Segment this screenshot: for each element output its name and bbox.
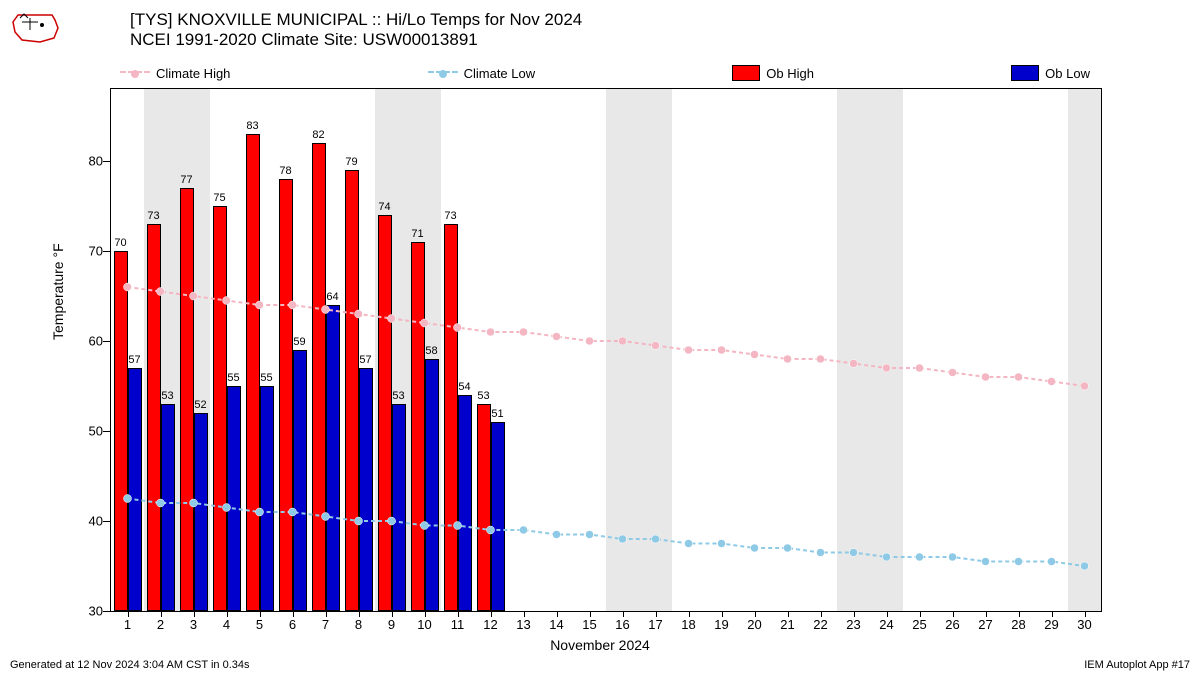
x-tick-label: 13	[516, 617, 530, 632]
y-tick-label: 50	[89, 424, 103, 439]
x-tick-label: 24	[879, 617, 893, 632]
x-tick-label: 7	[322, 617, 329, 632]
title-line2: NCEI 1991-2020 Climate Site: USW00013891	[130, 30, 582, 50]
x-tick-label: 18	[681, 617, 695, 632]
climate-lines	[111, 89, 1101, 611]
legend-item: Ob Low	[1011, 65, 1090, 81]
iem-logo	[10, 10, 60, 45]
y-tick-label: 60	[89, 334, 103, 349]
x-tick-label: 17	[648, 617, 662, 632]
x-tick-label: 4	[223, 617, 230, 632]
x-tick-label: 15	[582, 617, 596, 632]
x-tick-label: 6	[289, 617, 296, 632]
x-tick-label: 12	[483, 617, 497, 632]
x-tick-label: 5	[256, 617, 263, 632]
y-tick	[103, 611, 111, 612]
x-tick-label: 25	[912, 617, 926, 632]
x-tick-label: 10	[417, 617, 431, 632]
x-tick-label: 27	[978, 617, 992, 632]
y-tick	[103, 431, 111, 432]
y-tick-label: 70	[89, 244, 103, 259]
legend-item: Climate High	[120, 66, 230, 81]
y-tick	[103, 341, 111, 342]
x-tick-label: 19	[714, 617, 728, 632]
x-tick-label: 9	[388, 617, 395, 632]
chart-plot-area: 3040506070801234567891011121314151617181…	[110, 88, 1102, 612]
chart-title: [TYS] KNOXVILLE MUNICIPAL :: Hi/Lo Temps…	[130, 10, 582, 50]
legend-item: Climate Low	[428, 66, 536, 81]
x-tick-label: 22	[813, 617, 827, 632]
x-tick-label: 20	[747, 617, 761, 632]
y-tick	[103, 161, 111, 162]
footer-generated: Generated at 12 Nov 2024 3:04 AM CST in …	[10, 659, 250, 671]
title-line1: [TYS] KNOXVILLE MUNICIPAL :: Hi/Lo Temps…	[130, 10, 582, 30]
x-tick-label: 26	[945, 617, 959, 632]
x-tick-label: 16	[615, 617, 629, 632]
x-tick-label: 8	[355, 617, 362, 632]
legend-item: Ob High	[732, 65, 814, 81]
x-tick-label: 1	[124, 617, 131, 632]
x-axis-label: November 2024	[0, 637, 1200, 653]
legend-label: Climate Low	[464, 66, 536, 81]
x-tick-label: 30	[1077, 617, 1091, 632]
y-axis-label: Temperature °F	[50, 243, 66, 340]
legend-label: Ob High	[766, 66, 814, 81]
x-tick-label: 11	[451, 617, 465, 632]
legend-label: Climate High	[156, 66, 230, 81]
legend: Climate High Climate Low Ob High Ob Low	[120, 62, 1090, 84]
x-tick-label: 23	[846, 617, 860, 632]
y-tick	[103, 251, 111, 252]
y-tick-label: 30	[89, 604, 103, 619]
x-tick-label: 3	[190, 617, 197, 632]
y-tick-label: 80	[89, 154, 103, 169]
x-tick-label: 29	[1044, 617, 1058, 632]
legend-label: Ob Low	[1045, 66, 1090, 81]
y-tick-label: 40	[89, 514, 103, 529]
x-tick-label: 14	[549, 617, 563, 632]
y-tick	[103, 521, 111, 522]
x-tick-label: 2	[157, 617, 164, 632]
x-tick-label: 28	[1011, 617, 1025, 632]
x-tick-label: 21	[780, 617, 794, 632]
footer-app: IEM Autoplot App #17	[1084, 659, 1190, 671]
